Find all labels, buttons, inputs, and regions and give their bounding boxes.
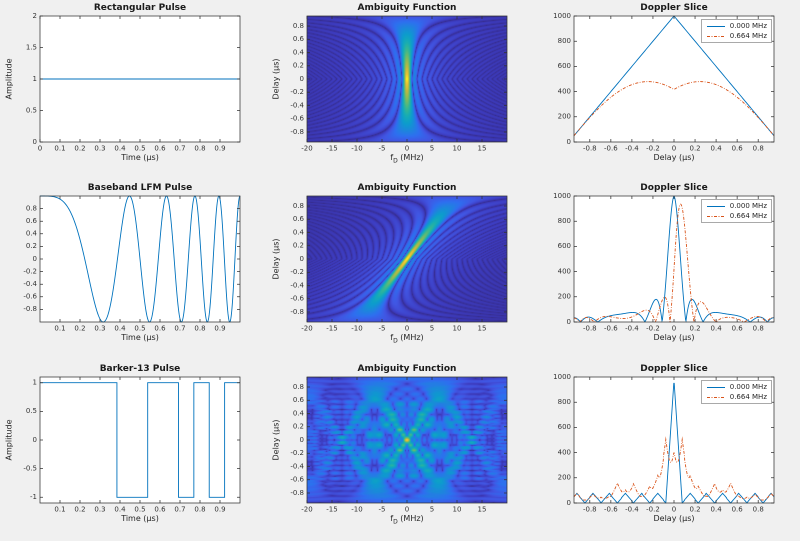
legend: 0.000 MHz 0.664 MHz (700, 380, 772, 404)
x-axis-label: Delay (μs) (653, 514, 695, 523)
y-axis-label: Delay (μs) (271, 58, 281, 100)
xlabel-units: (MHz) (397, 333, 424, 342)
plot-title: Doppler Slice (640, 364, 708, 374)
xlabel-units: (MHz) (397, 514, 424, 523)
x-axis-label: Delay (μs) (653, 333, 695, 342)
x-axis-label: Time (μs) (121, 514, 159, 523)
subplot-doppler-slice-barker: Doppler Slice Delay (μs) 0.000 MHz 0.664… (534, 361, 800, 541)
plot-title: Baseband LFM Pulse (87, 183, 193, 193)
ambiguity-rect-heatmap-canvas (267, 0, 533, 180)
legend-entry: 0.000 MHz (706, 22, 767, 30)
plot-title: Doppler Slice (640, 183, 708, 193)
plot-title: Rectangular Pulse (93, 3, 187, 13)
plot-title: Doppler Slice (640, 3, 708, 13)
dashdot-line-icon (706, 396, 725, 398)
dashdot-line-icon (706, 215, 725, 217)
legend-label: 0.664 MHz (729, 32, 767, 40)
ambiguity-barker-heatmap-canvas (267, 361, 533, 541)
xlabel-symbol: f (390, 153, 394, 162)
subplot-barker-pulse: Barker-13 Pulse Amplitude Time (μs) (0, 361, 266, 541)
x-axis-label: fD (MHz) (307, 333, 507, 345)
legend-entry: 0.000 MHz (706, 383, 767, 391)
legend: 0.000 MHz 0.664 MHz (700, 19, 772, 43)
legend-label: 0.000 MHz (729, 202, 767, 210)
solid-line-icon (706, 205, 725, 207)
subplot-doppler-slice-lfm: Doppler Slice Delay (μs) 0.000 MHz 0.664… (534, 180, 800, 360)
x-axis-label: fD (MHz) (307, 153, 507, 165)
barker-pulse-canvas (0, 361, 266, 541)
x-axis-label: Delay (μs) (653, 153, 695, 162)
legend-label: 0.664 MHz (729, 393, 767, 401)
x-axis-label: fD (MHz) (307, 514, 507, 526)
xlabel-subscript: D (393, 157, 398, 165)
rect-pulse-canvas (0, 0, 266, 180)
subplot-doppler-slice-rect: Doppler Slice Delay (μs) 0.000 MHz 0.664… (534, 0, 800, 180)
legend-entry: 0.664 MHz (706, 212, 767, 220)
xlabel-subscript: D (393, 337, 398, 345)
legend-entry: 0.000 MHz (706, 202, 767, 210)
legend-label: 0.000 MHz (729, 383, 767, 391)
dashdot-line-icon (706, 35, 725, 37)
solid-line-icon (706, 25, 725, 27)
plot-title: Ambiguity Function (357, 183, 457, 193)
legend-entry: 0.664 MHz (706, 393, 767, 401)
x-axis-label: Time (μs) (121, 333, 159, 342)
plot-title: Ambiguity Function (357, 3, 457, 13)
legend-entry: 0.664 MHz (706, 32, 767, 40)
lfm-pulse-canvas (0, 180, 266, 360)
solid-line-icon (706, 386, 725, 388)
xlabel-symbol: f (390, 514, 394, 523)
legend-label: 0.664 MHz (729, 212, 767, 220)
y-axis-label: Delay (μs) (271, 419, 281, 461)
y-axis-label: Delay (μs) (271, 238, 281, 280)
subplot-ambiguity-rect: Ambiguity Function Delay (μs) fD (MHz) (267, 0, 533, 180)
subplot-ambiguity-lfm: Ambiguity Function Delay (μs) fD (MHz) (267, 180, 533, 360)
plot-title: Barker-13 Pulse (99, 364, 181, 374)
legend: 0.000 MHz 0.664 MHz (700, 199, 772, 223)
ambiguity-lfm-heatmap-canvas (267, 180, 533, 360)
x-axis-label: Time (μs) (121, 153, 159, 162)
subplot-rect-pulse: Rectangular Pulse Amplitude Time (μs) (0, 0, 266, 180)
xlabel-subscript: D (393, 518, 398, 526)
plot-title: Ambiguity Function (357, 364, 457, 374)
y-axis-label: Amplitude (4, 58, 14, 100)
y-axis-label: Amplitude (4, 419, 14, 461)
subplot-ambiguity-barker: Ambiguity Function Delay (μs) fD (MHz) (267, 361, 533, 541)
xlabel-units: (MHz) (397, 153, 424, 162)
xlabel-symbol: f (390, 333, 394, 342)
legend-label: 0.000 MHz (729, 22, 767, 30)
subplot-lfm-pulse: Baseband LFM Pulse Time (μs) (0, 180, 266, 360)
